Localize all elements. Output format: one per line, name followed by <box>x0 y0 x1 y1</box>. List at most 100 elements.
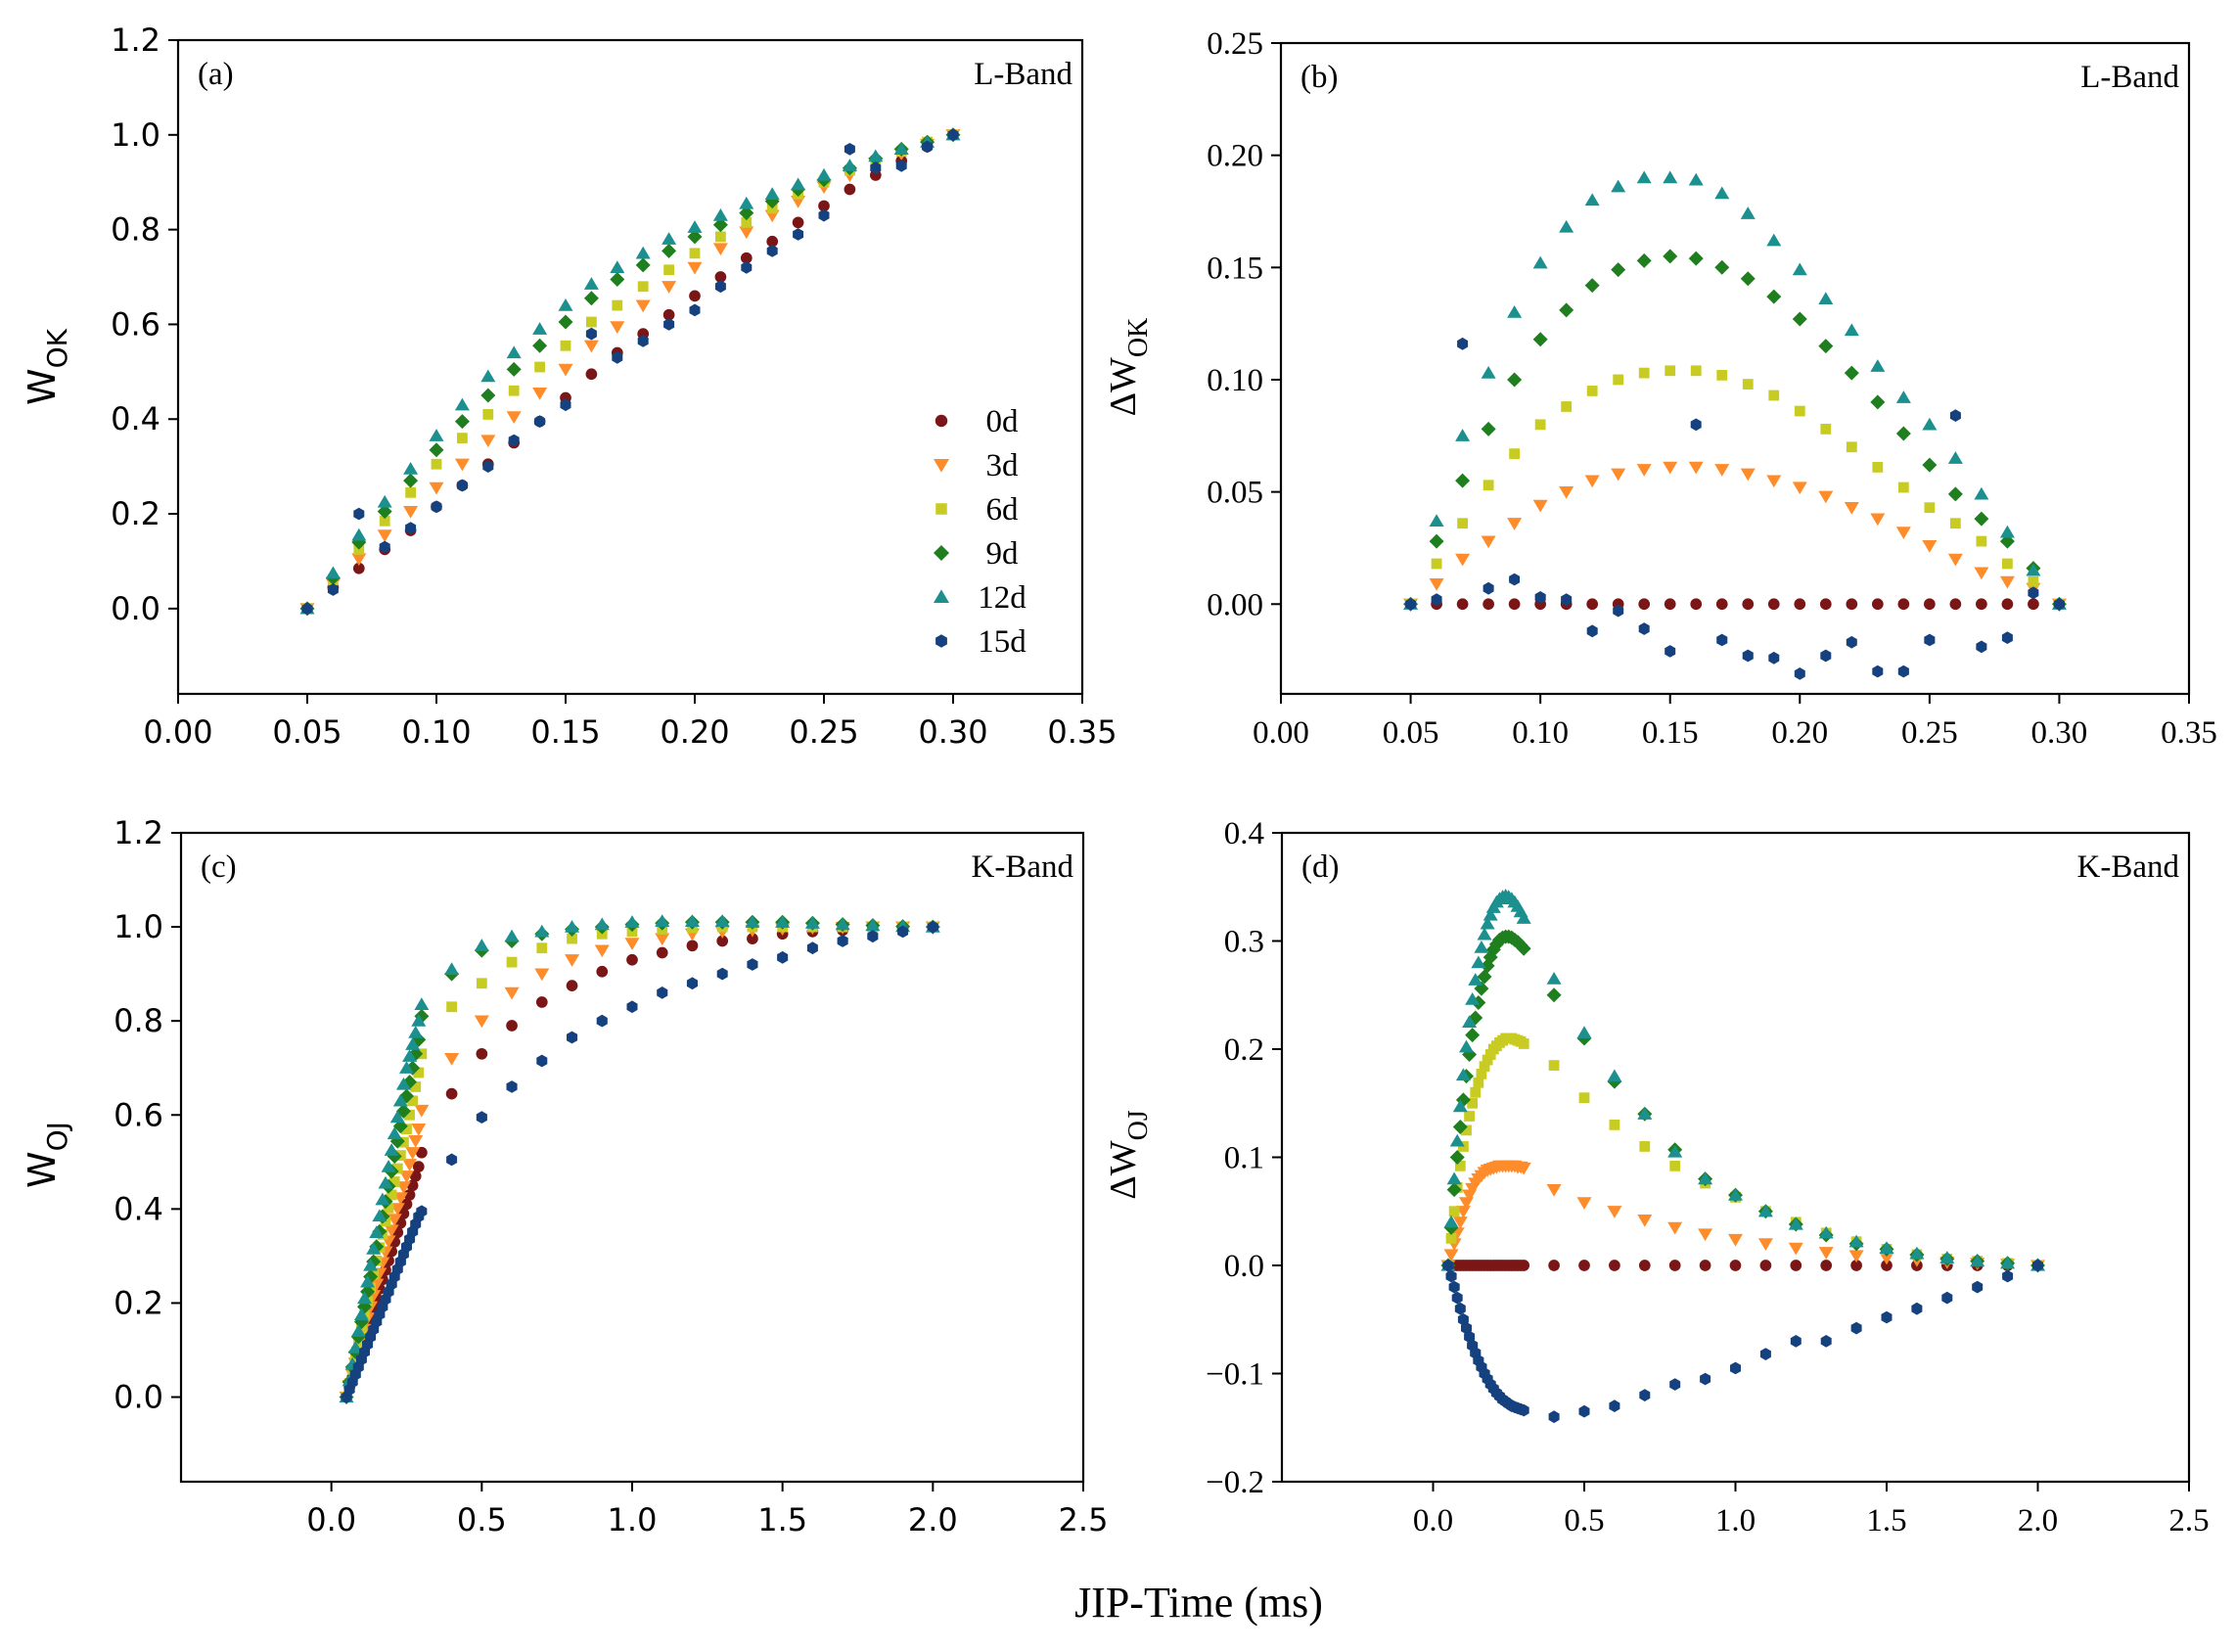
data-point-12d <box>360 1274 376 1288</box>
data-point-3d <box>1818 490 1834 504</box>
data-point-6d <box>741 216 753 228</box>
data-point-15d <box>1665 645 1676 658</box>
data-point-0d <box>1790 1260 1802 1271</box>
data-point-0d <box>1871 598 1884 611</box>
data-point-15d <box>895 159 907 172</box>
data-point-6d <box>1467 1097 1479 1109</box>
data-point-0d <box>1850 1260 1862 1271</box>
data-point-6d <box>1586 386 1598 396</box>
data-point-3d <box>565 954 580 967</box>
y-axis-label-main: ΔW <box>1103 1140 1144 1199</box>
y-tick-label: 0.6 <box>114 1096 163 1133</box>
data-point-3d <box>687 261 703 275</box>
data-point-6d <box>379 515 390 527</box>
data-point-0d <box>1846 598 1858 611</box>
data-point-6d <box>482 409 494 420</box>
data-point-15d <box>1442 1259 1454 1272</box>
data-point-12d <box>764 187 780 200</box>
legend-item-0d: 0d <box>935 404 1019 439</box>
data-point-6d <box>1578 1092 1590 1104</box>
y-tick-label: 0.0 <box>114 1379 163 1416</box>
data-point-3d <box>1637 1214 1653 1227</box>
data-point-15d <box>1790 1335 1802 1348</box>
data-point-12d <box>1766 233 1782 247</box>
data-point-0d <box>412 1161 425 1172</box>
plot-frame <box>176 38 1084 696</box>
data-point-0d <box>1690 598 1703 611</box>
x-tick-label: 0.25 <box>1901 715 1958 751</box>
data-point-3d <box>444 1052 460 1066</box>
data-point-3d <box>1879 1252 1894 1265</box>
data-point-12d <box>1879 1241 1894 1254</box>
data-point-12d <box>1458 1039 1474 1053</box>
data-point-12d <box>1516 911 1531 924</box>
x-tick-label: 0.5 <box>1564 1503 1604 1538</box>
data-point-15d <box>536 1054 548 1068</box>
data-point-0d <box>409 1170 422 1182</box>
data-point-3d <box>1698 1228 1713 1242</box>
data-point-15d <box>1820 649 1832 663</box>
data-point-9d <box>1465 1028 1481 1043</box>
data-point-15d <box>2032 1259 2043 1272</box>
data-point-12d <box>366 1242 382 1255</box>
data-point-6d <box>637 281 649 293</box>
data-point-9d <box>1449 1150 1465 1165</box>
data-point-0d <box>1482 598 1494 611</box>
data-point-15d <box>2001 631 2013 644</box>
data-point-15d <box>1457 337 1469 350</box>
data-point-0d <box>535 996 548 1008</box>
data-point-3d <box>377 529 392 542</box>
data-point-9d <box>1766 289 1782 304</box>
data-point-3d <box>1452 1216 1468 1229</box>
data-point-6d <box>1976 535 1987 547</box>
y-tick-label: 0.4 <box>114 1190 163 1227</box>
data-point-3d <box>1688 461 1704 475</box>
data-point-0d <box>1518 1260 1530 1271</box>
data-point-3d <box>351 553 367 567</box>
data-point-15d <box>353 507 365 521</box>
data-point-0d <box>1767 598 1780 611</box>
x-tick-label: 0.35 <box>2161 715 2217 751</box>
data-point-12d <box>405 1037 421 1050</box>
data-point-0d <box>1508 598 1521 611</box>
x-tick-label: 0.5 <box>457 1501 507 1538</box>
data-point-6d <box>1638 367 1650 379</box>
data-point-12d <box>403 461 419 475</box>
data-point-15d <box>844 143 855 156</box>
x-tick-label: 0.25 <box>789 713 858 751</box>
plot-frame <box>1279 41 2191 696</box>
data-point-9d <box>403 473 419 488</box>
data-point-9d <box>1507 372 1523 388</box>
data-point-0d <box>1976 598 1987 611</box>
data-point-12d <box>1909 1246 1925 1260</box>
y-axis-label-subscript: OJ <box>1123 1110 1154 1140</box>
data-point-3d <box>1870 513 1886 527</box>
y-tick-label: 0.4 <box>111 400 160 437</box>
data-point-6d <box>404 1109 415 1121</box>
data-point-3d <box>1532 499 1548 513</box>
data-point-0d <box>1578 1260 1590 1271</box>
data-point-3d <box>1740 468 1756 482</box>
band-label: L-Band <box>974 57 1072 92</box>
data-point-15d <box>1431 593 1442 607</box>
data-point-9d <box>1477 969 1492 985</box>
x-tick-label: 0.10 <box>1512 715 1569 751</box>
data-point-15d <box>1850 1321 1862 1335</box>
panel-label: (d) <box>1301 849 1339 885</box>
data-point-0d <box>403 1189 416 1201</box>
data-point-12d <box>1870 359 1886 372</box>
data-point-0d <box>689 290 701 302</box>
data-point-9d <box>1532 332 1548 347</box>
data-point-3d <box>610 321 625 334</box>
data-point-15d <box>1872 665 1884 678</box>
x-tick-label: 1.5 <box>757 1501 807 1538</box>
data-point-0d <box>1638 1260 1651 1271</box>
data-point-0d <box>656 946 668 959</box>
data-point-15d <box>1794 667 1805 680</box>
data-point-3d <box>635 299 651 313</box>
data-point-9d <box>1974 511 1989 527</box>
data-point-6d <box>1470 1086 1482 1098</box>
data-point-9d <box>1740 271 1756 287</box>
data-point-12d <box>1740 206 1756 219</box>
data-point-12d <box>1468 973 1483 986</box>
